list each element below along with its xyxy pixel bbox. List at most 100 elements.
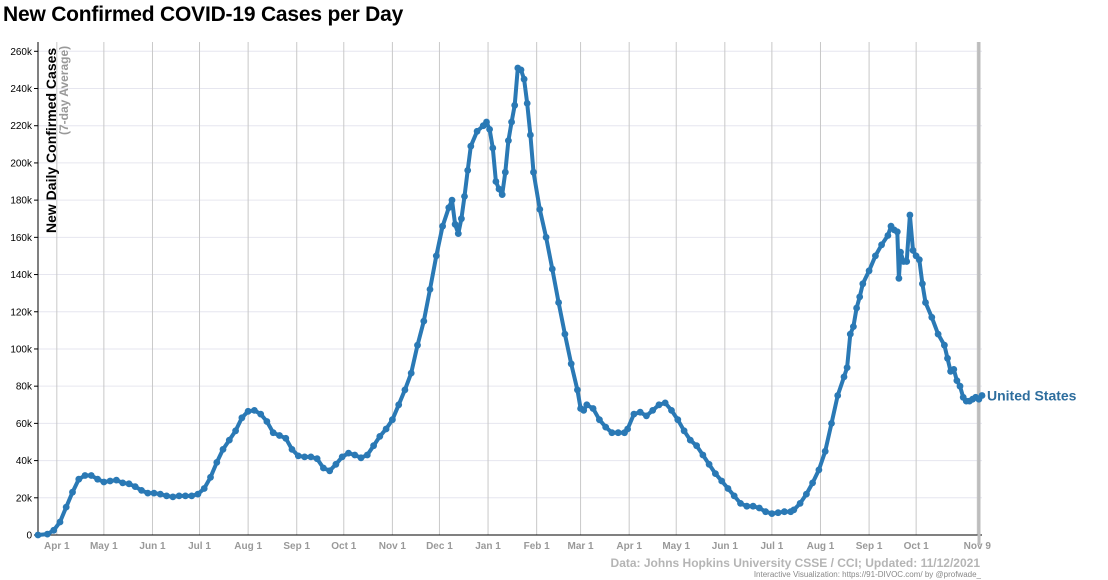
data-point[interactable] (850, 323, 857, 330)
data-point[interactable] (357, 454, 365, 462)
data-point[interactable] (426, 286, 434, 293)
data-point[interactable] (486, 125, 493, 133)
data-point[interactable] (548, 265, 556, 273)
data-point[interactable] (530, 168, 537, 176)
data-point[interactable] (269, 429, 277, 437)
data-point[interactable] (718, 477, 726, 485)
data-point[interactable] (796, 500, 804, 507)
data-point[interactable] (94, 475, 101, 483)
data-point[interactable] (461, 193, 468, 200)
data-point[interactable] (448, 196, 456, 204)
data-point[interactable] (730, 492, 738, 500)
data-point[interactable] (473, 127, 481, 135)
data-point[interactable] (527, 131, 534, 139)
data-point[interactable] (903, 258, 911, 265)
data-point[interactable] (893, 228, 901, 236)
data-point[interactable] (257, 410, 265, 418)
data-point[interactable] (655, 401, 663, 409)
data-point[interactable] (686, 436, 694, 444)
data-point[interactable] (668, 407, 675, 414)
data-point[interactable] (219, 446, 227, 453)
data-point[interactable] (674, 416, 682, 424)
data-point[interactable] (119, 479, 127, 487)
data-point[interactable] (213, 459, 221, 466)
data-point[interactable] (395, 401, 403, 409)
data-point[interactable] (922, 299, 929, 306)
data-point[interactable] (156, 490, 164, 498)
data-point[interactable] (276, 432, 283, 439)
data-point[interactable] (200, 485, 208, 492)
data-point[interactable] (781, 508, 788, 516)
data-point[interactable] (313, 455, 321, 463)
data-point[interactable] (511, 101, 519, 109)
data-point[interactable] (978, 392, 986, 399)
data-point[interactable] (301, 453, 308, 461)
data-point[interactable] (803, 490, 810, 498)
data-point[interactable] (62, 503, 70, 511)
data-point[interactable] (326, 467, 334, 475)
data-point[interactable] (508, 118, 515, 126)
data-point[interactable] (815, 466, 823, 474)
data-point[interactable] (363, 451, 371, 459)
data-point[interactable] (649, 407, 657, 414)
data-point[interactable] (699, 451, 707, 459)
data-point[interactable] (131, 483, 139, 490)
data-point[interactable] (207, 473, 214, 481)
series-label-united-states[interactable]: United States (987, 387, 1077, 403)
data-point[interactable] (144, 489, 152, 497)
data-point[interactable] (743, 502, 751, 510)
data-point[interactable] (915, 256, 923, 264)
data-point[interactable] (439, 222, 446, 230)
data-point[interactable] (956, 382, 964, 390)
data-point[interactable] (589, 405, 597, 412)
data-point[interactable] (464, 167, 472, 174)
data-point[interactable] (856, 293, 864, 301)
data-point[interactable] (370, 442, 377, 450)
data-point[interactable] (81, 472, 89, 479)
data-point[interactable] (175, 492, 183, 500)
data-point[interactable] (495, 185, 503, 193)
data-point[interactable] (194, 490, 202, 498)
data-point[interactable] (865, 267, 873, 275)
data-point[interactable] (138, 487, 145, 494)
data-point[interactable] (636, 408, 644, 416)
data-point[interactable] (351, 451, 359, 459)
data-point[interactable] (320, 464, 327, 472)
data-point[interactable] (458, 215, 465, 223)
data-point[interactable] (517, 66, 525, 74)
data-point[interactable] (483, 118, 490, 126)
data-point[interactable] (263, 418, 271, 425)
data-point[interactable] (232, 427, 240, 435)
data-point[interactable] (182, 492, 189, 500)
data-point[interactable] (953, 377, 961, 384)
data-point[interactable] (401, 386, 409, 394)
data-point[interactable] (251, 407, 258, 414)
data-point[interactable] (505, 137, 512, 145)
data-point[interactable] (150, 489, 158, 497)
data-point[interactable] (75, 475, 83, 483)
data-point[interactable] (790, 506, 798, 514)
data-point[interactable] (451, 220, 459, 228)
data-point[interactable] (608, 429, 616, 437)
data-point[interactable] (828, 420, 835, 427)
data-point[interactable] (44, 530, 51, 538)
data-point[interactable] (489, 144, 497, 152)
data-point[interactable] (87, 472, 95, 479)
data-point[interactable] (897, 248, 904, 256)
data-point[interactable] (614, 429, 622, 437)
data-point[interactable] (602, 423, 610, 431)
data-point[interactable] (106, 477, 114, 485)
data-point[interactable] (768, 510, 776, 517)
data-point[interactable] (407, 369, 415, 377)
data-point[interactable] (420, 317, 428, 325)
data-point[interactable] (454, 230, 462, 238)
data-point[interactable] (34, 531, 42, 539)
data-point[interactable] (941, 341, 948, 349)
data-point[interactable] (680, 427, 688, 435)
data-point[interactable] (113, 476, 120, 484)
data-point[interactable] (244, 407, 252, 415)
data-point[interactable] (919, 280, 926, 288)
data-point[interactable] (163, 492, 171, 500)
data-point[interactable] (821, 447, 829, 455)
data-point[interactable] (50, 526, 58, 534)
